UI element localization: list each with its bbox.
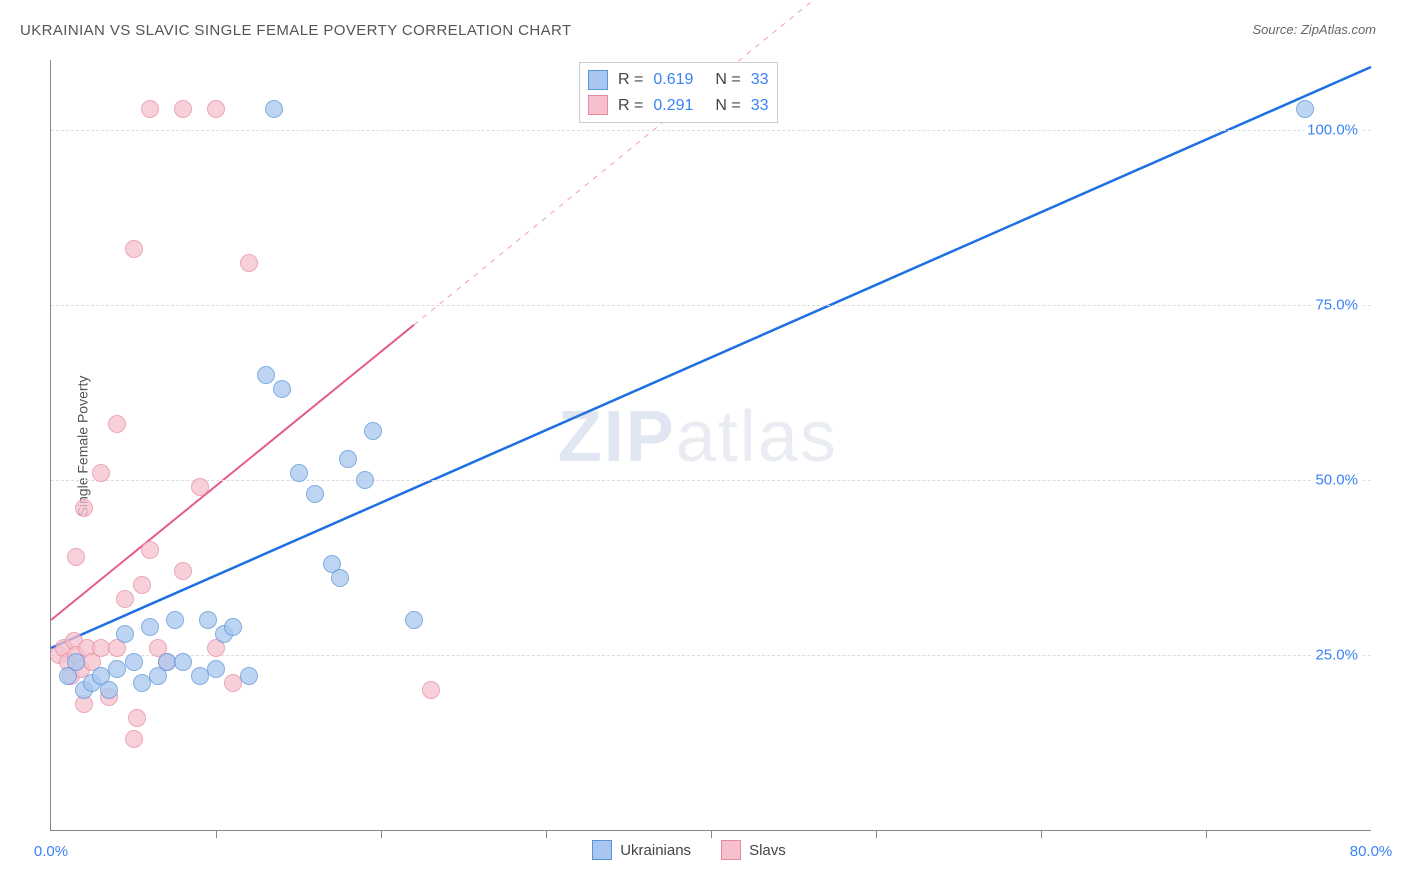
slavs-point: [191, 478, 209, 496]
slavs-point: [92, 464, 110, 482]
slavs-point: [116, 590, 134, 608]
y-tick-label: 100.0%: [1304, 122, 1361, 139]
ukrainians-point: [100, 681, 118, 699]
legend-label: Ukrainians: [620, 842, 691, 859]
ukrainians-point: [125, 653, 143, 671]
chart-title: UKRAINIAN VS SLAVIC SINGLE FEMALE POVERT…: [20, 22, 572, 39]
r-label: R =: [618, 67, 643, 93]
gridline-h: [51, 130, 1371, 131]
r-value: 0.291: [653, 93, 693, 119]
slavs-legend-swatch-icon: [721, 840, 741, 860]
ukrainians-point: [240, 667, 258, 685]
ukrainians-point: [199, 611, 217, 629]
slavs-point: [422, 681, 440, 699]
ukrainians-point: [290, 464, 308, 482]
ukrainians-point: [108, 660, 126, 678]
ukrainians-point: [133, 674, 151, 692]
x-tick: [1206, 830, 1207, 838]
slavs-swatch-icon: [588, 95, 608, 115]
ukrainians-point: [207, 660, 225, 678]
ukrainians-point: [364, 422, 382, 440]
ukrainians-point: [356, 471, 374, 489]
x-tick: [711, 830, 712, 838]
legend-item-ukrainians: Ukrainians: [592, 840, 691, 860]
slavs-point: [174, 562, 192, 580]
slavs-point: [125, 240, 143, 258]
legend-item-slavs: Slavs: [721, 840, 786, 860]
r-value: 0.619: [653, 67, 693, 93]
x-tick: [1041, 830, 1042, 838]
series-legend: Ukrainians Slavs: [592, 840, 786, 860]
scatter-plot-area: ZIPatlas R = 0.619N = 33R = 0.291N = 33 …: [50, 60, 1371, 831]
ukrainians-point: [273, 380, 291, 398]
slavs-point: [125, 730, 143, 748]
source-attribution: Source: ZipAtlas.com: [1252, 22, 1376, 37]
x-tick: [876, 830, 877, 838]
ukrainians-point: [1296, 100, 1314, 118]
x-tick: [381, 830, 382, 838]
slavs-point: [67, 548, 85, 566]
slavs-point: [133, 576, 151, 594]
n-value: 33: [751, 93, 769, 119]
slavs-point: [75, 499, 93, 517]
ukrainians-point: [306, 485, 324, 503]
correlation-stats-box: R = 0.619 N = 33 R = 0.291 N = 33: [579, 62, 778, 123]
slavs-point: [224, 674, 242, 692]
legend-label: Slavs: [749, 842, 786, 859]
ukrainians-point: [166, 611, 184, 629]
n-label: N =: [715, 67, 740, 93]
y-tick-label: 50.0%: [1312, 472, 1361, 489]
ukrainians-legend-swatch-icon: [592, 840, 612, 860]
x-tick-label: 80.0%: [1350, 843, 1393, 860]
slavs-point: [108, 415, 126, 433]
plot-svg: [51, 60, 1371, 830]
ukrainians-point: [174, 653, 192, 671]
y-tick-label: 25.0%: [1312, 647, 1361, 664]
slavs-point: [141, 100, 159, 118]
slavs-point: [92, 639, 110, 657]
ukrainians-point: [224, 618, 242, 636]
ukrainians-point: [158, 653, 176, 671]
stats-row-ukrainians: R = 0.619 N = 33: [588, 67, 769, 93]
ukrainians-point: [141, 618, 159, 636]
n-value: 33: [751, 67, 769, 93]
y-tick-label: 75.0%: [1312, 297, 1361, 314]
ukrainians-swatch-icon: [588, 70, 608, 90]
r-label: R =: [618, 93, 643, 119]
ukrainians-point: [67, 653, 85, 671]
ukrainians-point: [331, 569, 349, 587]
stats-row-slavs: R = 0.291 N = 33: [588, 93, 769, 119]
slavs-point: [207, 100, 225, 118]
gridline-h: [51, 305, 1371, 306]
x-tick-label: 0.0%: [34, 843, 68, 860]
slavs-point: [174, 100, 192, 118]
ukrainians-point: [265, 100, 283, 118]
x-tick: [546, 830, 547, 838]
slavs-point: [240, 254, 258, 272]
ukrainians-point: [405, 611, 423, 629]
ukrainians-point: [116, 625, 134, 643]
ukrainians-point: [339, 450, 357, 468]
gridline-h: [51, 655, 1371, 656]
ukrainians-point: [191, 667, 209, 685]
x-tick: [216, 830, 217, 838]
n-label: N =: [715, 93, 740, 119]
gridline-h: [51, 480, 1371, 481]
ukrainians-point: [257, 366, 275, 384]
slavs-point: [128, 709, 146, 727]
slavs-point: [141, 541, 159, 559]
